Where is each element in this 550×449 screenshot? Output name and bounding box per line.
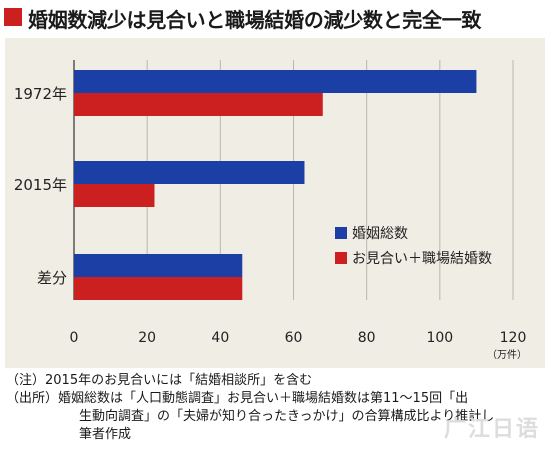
x-tick-label: 80 xyxy=(358,330,376,346)
legend-swatch xyxy=(335,252,347,264)
bar xyxy=(74,93,323,116)
category-label: 差分 xyxy=(37,269,67,287)
legend-label: お見合い＋職場結婚数 xyxy=(352,251,492,267)
bar xyxy=(74,70,477,93)
bar xyxy=(74,161,305,184)
category-label: 2015年 xyxy=(14,176,67,194)
note-3: 生動向調査」の「夫婦が知り合ったきっかけ」の合算構成比より推計し xyxy=(79,409,495,424)
x-tick-label: 0 xyxy=(70,330,79,346)
watermark: 广江日语 xyxy=(443,417,540,442)
x-tick-label: 40 xyxy=(211,330,229,346)
note-4: 筆者作成 xyxy=(79,427,132,442)
legend-swatch xyxy=(335,227,347,239)
x-tick-label: 20 xyxy=(138,330,156,346)
unit-label: （万件） xyxy=(487,349,527,361)
legend-label: 婚姻総数 xyxy=(352,226,408,242)
note-1: （注）2015年のお見合いには「結婚相談所」を含む xyxy=(6,373,313,388)
title-marker xyxy=(4,8,22,26)
x-tick-label: 60 xyxy=(285,330,303,346)
chart-panel: 0 20 40 60 80 100 120 （万件） 1972年 2015年差分 婚姻総数お見合い＋… xyxy=(5,38,545,368)
title-bar: 婚姻数減少は見合いと職場結婚の減少数と完全一致 xyxy=(0,0,550,40)
notes: （注）2015年のお見合いには「結婚相談所」を含む （出所）婚姻総数は「人口動態… xyxy=(6,372,546,444)
chart-title: 婚姻数減少は見合いと職場結婚の減少数と完全一致 xyxy=(28,8,482,32)
x-tick-label: 120 xyxy=(500,330,527,346)
x-tick-label: 100 xyxy=(426,330,453,346)
bar xyxy=(74,254,243,277)
bar xyxy=(74,277,243,300)
bar xyxy=(74,184,155,207)
category-label: 1972年 xyxy=(14,85,67,103)
note-2: （出所）婚姻総数は「人口動態調査」お見合い＋職場結婚数は第11～15回「出 xyxy=(6,391,469,406)
